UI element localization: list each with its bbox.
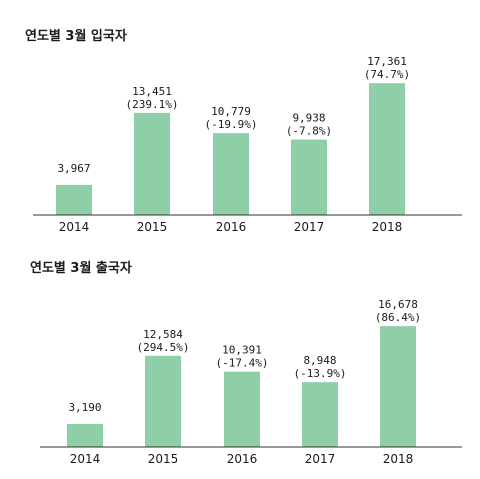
departures-bar [380,326,416,447]
arrivals-bars [56,83,405,215]
arrivals-value-label: 9,938 [292,112,325,125]
arrivals-chart-title: 연도별 3월 입국자 [25,28,127,44]
arrivals-chart: 연도별 3월 입국자 3,967 13,451(239.1%) 10,779(-19… [25,28,462,234]
departures-data-labels: 3,190 12,584(294.5%) 10,391(-17.4%) 8,948(-… [68,298,421,414]
arrivals-x-tick-label: 2014 [59,220,90,234]
departures-x-tick-label: 2016 [227,452,258,466]
departures-x-tick-label: 2014 [70,452,101,466]
arrivals-change-label: (-7.8%) [286,125,332,138]
departures-change-label: (294.5%) [137,341,190,354]
arrivals-change-label: (239.1%) [126,98,179,111]
departures-x-tick-label: 2018 [383,452,414,466]
departures-value-label: 12,584 [143,328,183,341]
departures-value-label: 3,190 [68,401,101,414]
arrivals-value-label: 13,451 [132,85,172,98]
departures-change-label: (-13.9%) [294,367,347,380]
arrivals-bar [213,133,249,215]
arrivals-x-tick-label: 2018 [372,220,403,234]
departures-change-label: (-17.4%) [216,357,269,370]
departures-value-label: 16,678 [378,298,418,311]
arrivals-bar [369,83,405,215]
departures-value-label: 8,948 [303,354,336,367]
departures-value-label: 10,391 [222,344,262,357]
departures-x-tick-label: 2015 [148,452,179,466]
departures-bar [145,355,181,447]
departures-chart: 연도별 3월 출국자 3,190 12,584(294.5%) 10,391(-17… [30,260,462,466]
departures-x-tick-labels: 2014 2015 2016 2017 2018 [70,452,414,466]
arrivals-value-label: 3,967 [57,162,90,175]
arrivals-change-label: (-19.9%) [205,118,258,131]
arrivals-bar [134,112,170,215]
arrivals-value-label: 17,361 [367,55,407,68]
departures-change-label: (86.4%) [375,311,421,324]
arrivals-x-tick-label: 2015 [137,220,168,234]
departures-bars [67,326,416,447]
arrivals-value-label: 10,779 [211,105,251,118]
arrivals-data-labels: 3,967 13,451(239.1%) 10,779(-19.9%) 9,938(-… [57,55,410,175]
arrivals-bar [291,139,327,215]
arrivals-x-tick-label: 2016 [216,220,247,234]
departures-x-tick-label: 2017 [305,452,336,466]
departures-bar [302,382,338,447]
departures-chart-title: 연도별 3월 출국자 [30,260,132,276]
arrivals-change-label: (74.7%) [364,68,410,81]
departures-bar [67,423,103,447]
departures-bar [224,371,260,447]
arrivals-x-tick-label: 2017 [294,220,325,234]
arrivals-x-tick-labels: 2014 2015 2016 2017 2018 [59,220,403,234]
arrivals-bar [56,184,92,215]
